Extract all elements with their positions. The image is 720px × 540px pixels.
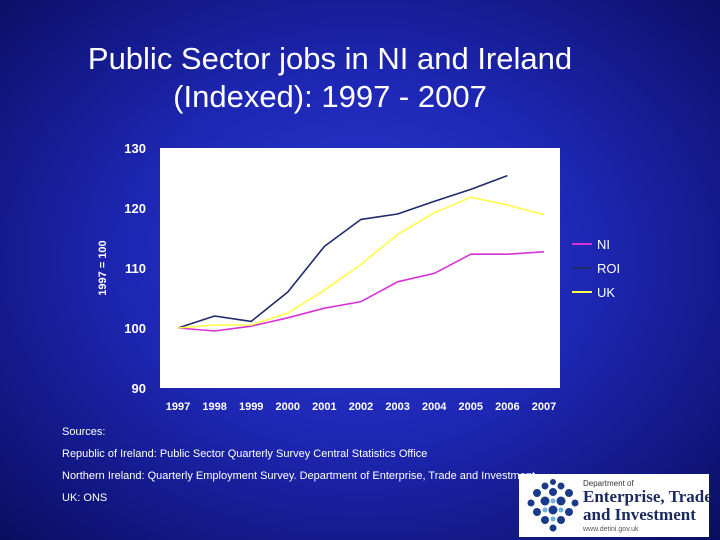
series-line-uk <box>177 196 545 329</box>
logo-line-2: and Investment <box>583 505 696 524</box>
logo-dept: Department of <box>583 479 634 488</box>
x-tick-label: 2002 <box>349 401 373 413</box>
title-line-2: (Indexed): 1997 - 2007 <box>173 79 487 114</box>
source-roi: Republic of Ireland: Public Sector Quart… <box>62 448 428 460</box>
deti-logo: Department of Enterprise, Trade and Inve… <box>519 474 712 537</box>
y-axis: 90 100 110 120 130 <box>124 141 146 396</box>
y-tick-label: 130 <box>124 141 146 156</box>
x-tick-label: 2001 <box>312 401 336 413</box>
logo-url: www.detini.gov.uk <box>583 526 639 533</box>
legend-label-ni: NI <box>597 237 610 252</box>
title-line-1: Public Sector jobs in NI and Ireland <box>87 41 573 76</box>
logo-text: Department of Enterprise, Trade and Inve… <box>583 479 712 533</box>
x-tick-label: 1999 <box>239 401 263 413</box>
x-tick-label: 2006 <box>495 401 519 413</box>
x-axis: 1997 1998 1999 2000 2001 2002 2003 2004 2005 2006… <box>166 401 556 413</box>
logo-dots-icon <box>527 479 579 532</box>
logo-line-1: Enterprise, Trade <box>583 487 712 506</box>
y-tick-label: 110 <box>125 261 146 276</box>
series-line-ni <box>177 251 545 332</box>
y-tick-label: 100 <box>124 321 146 336</box>
sources-heading: Sources: <box>62 426 106 438</box>
series-lines <box>177 174 545 332</box>
plot-area <box>160 148 560 388</box>
x-tick-label: 2003 <box>385 401 409 413</box>
y-tick-label: 90 <box>132 381 146 396</box>
x-tick-label: 2000 <box>276 401 300 413</box>
legend-label-roi: ROI <box>597 261 620 276</box>
x-tick-label: 1997 <box>166 401 190 413</box>
y-tick-label: 120 <box>124 201 146 216</box>
sources-block: Sources: Republic of Ireland: Public Sec… <box>62 421 535 509</box>
x-tick-label: 2005 <box>459 401 483 413</box>
series-line-roi <box>177 174 508 329</box>
source-ni: Northern Ireland: Quarterly Employment S… <box>62 470 536 482</box>
x-tick-label: 1998 <box>202 401 226 413</box>
x-tick-label: 2007 <box>532 401 556 413</box>
source-uk: UK: ONS <box>62 492 108 504</box>
x-tick-label: 2004 <box>422 401 447 413</box>
legend-label-uk: UK <box>597 285 615 300</box>
legend: NI ROI UK <box>572 237 620 300</box>
slide-title: Public Sector jobs in NI and Ireland (In… <box>40 40 620 116</box>
y-axis-label: 1997 = 100 <box>97 240 109 295</box>
line-chart: 90 100 110 120 130 1997 1998 1999 2000 2001 2002 2… <box>97 141 620 413</box>
